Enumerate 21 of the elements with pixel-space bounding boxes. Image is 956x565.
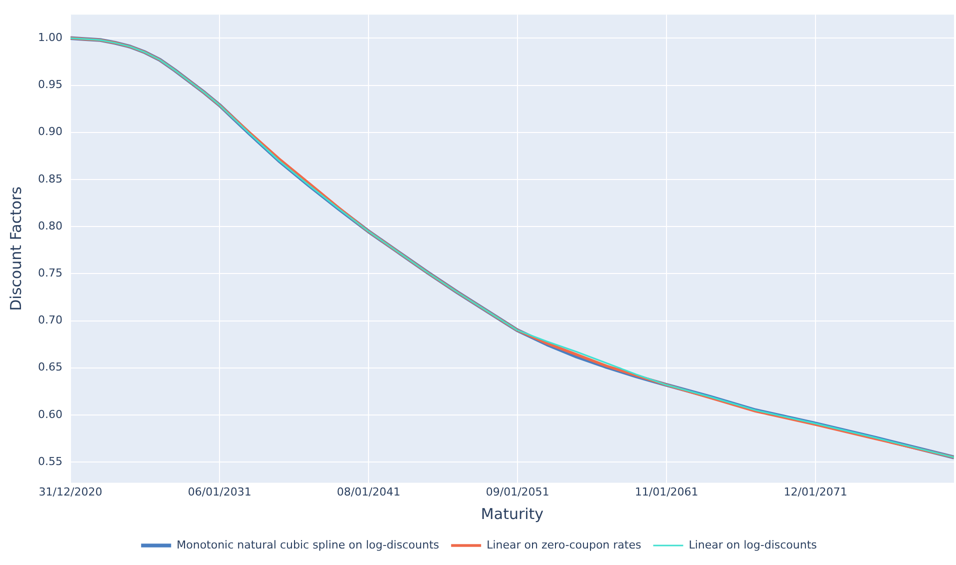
y-tick-label: 0.55 [38,454,62,468]
y-tick-label: 0.60 [38,408,62,421]
legend-label: Linear on log-discounts [688,538,818,552]
x-tick-label: 31/12/2020 [38,485,102,498]
x-tick-label: 12/01/2071 [784,485,848,498]
y-tick-label: 0.70 [38,314,62,327]
y-tick-label: 0.85 [38,172,62,186]
y-axis-title: Discount Factors [6,186,25,311]
y-tick-label: 0.80 [38,219,62,232]
x-tick-label: 06/01/2031 [188,485,252,498]
x-tick-label: 08/01/2041 [336,485,400,498]
y-tick-label: 0.95 [38,78,62,92]
legend-label: Monotonic natural cubic spline on log-discounts [176,538,440,552]
y-tick-label: 1.00 [38,31,62,44]
y-tick-label: 0.65 [38,360,62,374]
y-tick-label: 0.90 [38,125,62,138]
x-axis-title: Maturity [480,504,544,523]
x-tick-label: 11/01/2061 [634,485,698,498]
x-tick-label: 09/01/2051 [486,485,550,498]
legend-label: Linear on zero-coupon rates [486,538,642,552]
y-tick-label: 0.75 [38,266,62,280]
